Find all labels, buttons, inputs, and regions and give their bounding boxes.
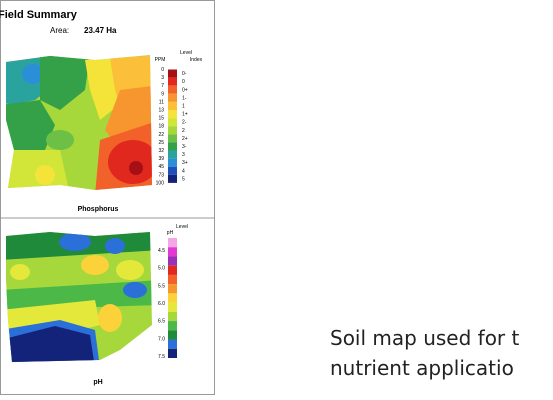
legend-label: 11	[159, 99, 164, 105]
legend-label: 100	[156, 180, 165, 186]
legend-label: 6.5	[158, 319, 165, 325]
legend-label: 1+	[182, 112, 188, 118]
legend-label: 1-	[182, 95, 187, 101]
legend-title: Level	[176, 224, 188, 230]
legend-swatch	[168, 77, 177, 86]
legend-swatch	[168, 321, 177, 331]
legend-swatch	[168, 311, 177, 322]
legend-swatch	[168, 247, 177, 257]
legend-swatch	[168, 93, 177, 102]
legend-label: 15	[158, 116, 164, 122]
caption-line: nutrient applicatio	[330, 356, 514, 380]
legend-title: Level	[180, 50, 192, 56]
legend-label: 4	[182, 168, 185, 174]
legend-swatch	[168, 265, 177, 275]
legend-header: pH	[167, 230, 174, 236]
legend-swatch	[168, 284, 177, 294]
legend-label: 0+	[182, 87, 188, 93]
legend-swatch	[168, 158, 177, 167]
legend-label: 2-	[182, 120, 187, 126]
ph-legend: Level pH 4.5 5.0 5.5 6.0 6.5 7.0 7.5	[158, 224, 188, 360]
legend-swatch	[168, 166, 177, 175]
legend-label: 3+	[182, 160, 188, 166]
legend-label: 3	[161, 75, 164, 81]
legend-label: 5.0	[158, 266, 165, 272]
map-label: Phosphorus	[78, 206, 119, 213]
legend-label: 7	[161, 83, 164, 89]
legend-swatch	[168, 274, 177, 285]
legend-label: 2	[182, 128, 185, 134]
legend-swatch	[168, 330, 177, 340]
legend-label: 5.5	[158, 283, 165, 289]
legend-label: 6.0	[158, 301, 165, 307]
legend-swatch	[168, 238, 177, 248]
legend-swatch	[168, 110, 177, 119]
legend-label: 4.5	[158, 248, 165, 254]
legend-label: 7.0	[158, 336, 165, 342]
legend-swatch	[168, 150, 177, 159]
legend-label: 3	[182, 152, 185, 158]
legend-label: 1	[182, 103, 185, 109]
legend-label: 39	[158, 156, 164, 162]
legend-swatch	[168, 339, 177, 349]
legend-swatch	[168, 142, 177, 151]
phosphorus-legend: Level PPM Index 037911131518222532394573…	[155, 50, 203, 186]
legend-label: 25	[158, 140, 164, 146]
legend-label: 2+	[182, 136, 188, 142]
phosphorus-map	[6, 55, 152, 190]
legend-label: 73	[158, 172, 164, 178]
legend-header: Index	[190, 57, 203, 63]
ph-map	[6, 232, 152, 362]
area-label: Area:	[50, 26, 69, 35]
legend-label: 0	[161, 67, 164, 73]
legend-swatch	[168, 118, 177, 127]
legend-label: 22	[158, 132, 164, 138]
report-title: Field Summary	[0, 9, 78, 21]
legend-swatch	[168, 85, 177, 94]
legend-label: 7.5	[158, 354, 165, 360]
legend-swatch	[168, 174, 177, 183]
legend-swatch	[168, 134, 177, 143]
legend-swatch	[168, 101, 177, 110]
legend-label: 3-	[182, 144, 187, 150]
legend-swatch	[168, 256, 177, 266]
map-label: pH	[93, 379, 102, 386]
legend-swatch	[168, 302, 177, 312]
legend-swatch	[168, 126, 177, 135]
legend-label: 9	[161, 91, 164, 97]
legend-label: 0-	[182, 71, 187, 77]
caption-line: Soil map used for t	[330, 326, 520, 350]
legend-label: 0	[182, 79, 185, 85]
legend-label: 5	[182, 176, 185, 182]
legend-swatch	[168, 348, 177, 358]
legend-swatch	[168, 293, 177, 303]
legend-label: 18	[158, 124, 164, 130]
legend-swatch	[168, 69, 177, 78]
legend-header: PPM	[155, 57, 166, 63]
legend-label: 13	[158, 108, 164, 114]
area-value: 23.47 Ha	[84, 26, 117, 35]
legend-label: 45	[158, 164, 164, 170]
report-panel: Field Summary Area: 23.47 Ha Phosphorus …	[0, 0, 215, 395]
legend-label: 32	[158, 148, 164, 154]
